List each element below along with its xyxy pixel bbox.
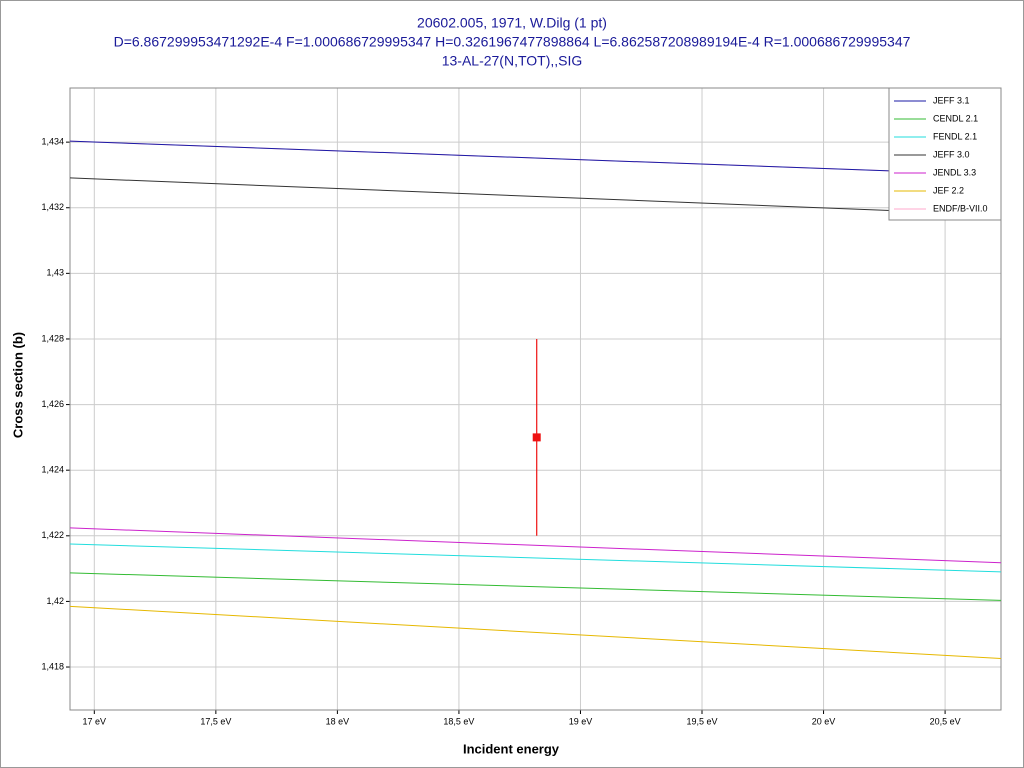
series-line [69,527,1002,564]
x-tick-label: 19 eV [569,716,593,726]
legend-label: JENDL 3.3 [933,167,976,177]
series-line [69,572,1002,601]
x-tick-label: 18 eV [326,716,350,726]
series-line [69,140,1002,176]
x-tick-label: 20 eV [812,716,836,726]
legend-label: JEF 2.2 [933,185,964,195]
y-axis-label: Cross section (b) [10,332,25,438]
x-tick-label: 17,5 eV [200,716,231,726]
series-line [69,177,1002,216]
y-tick-label: 1,426 [41,399,64,409]
y-tick-label: 1,422 [41,530,64,540]
series-line [69,605,1002,659]
y-tick-label: 1,424 [41,465,64,475]
legend-box [888,87,1002,221]
x-tick-label: 20,5 eV [930,716,961,726]
x-axis-label: Incident energy [463,741,560,756]
legend-label: CENDL 2.1 [933,113,978,123]
chart-reaction: 13-AL-27(N,TOT),,SIG [442,53,583,69]
y-tick-label: 1,428 [41,333,64,343]
chart-subtitle: D=6.867299953471292E-4 F=1.0006867299953… [114,34,911,50]
y-tick-label: 1,432 [41,202,64,212]
y-tick-label: 1,434 [41,137,64,147]
x-tick-label: 18,5 eV [443,716,474,726]
legend-label: JEFF 3.1 [933,95,970,105]
series-line [69,543,1002,573]
x-tick-label: 19,5 eV [686,716,717,726]
legend-label: FENDL 2.1 [933,131,977,141]
y-tick-label: 1,43 [46,268,64,278]
x-tick-label: 17 eV [83,716,107,726]
plot-area [70,88,1001,710]
chart-title: 20602.005, 1971, W.Dilg (1 pt) [417,15,607,31]
legend-label: JEFF 3.0 [933,149,970,159]
data-point [532,433,541,442]
plot-border [69,87,1002,711]
y-tick-label: 1,42 [46,596,64,606]
legend-label: ENDF/B-VII.0 [933,203,988,213]
y-tick-label: 1,418 [41,661,64,671]
